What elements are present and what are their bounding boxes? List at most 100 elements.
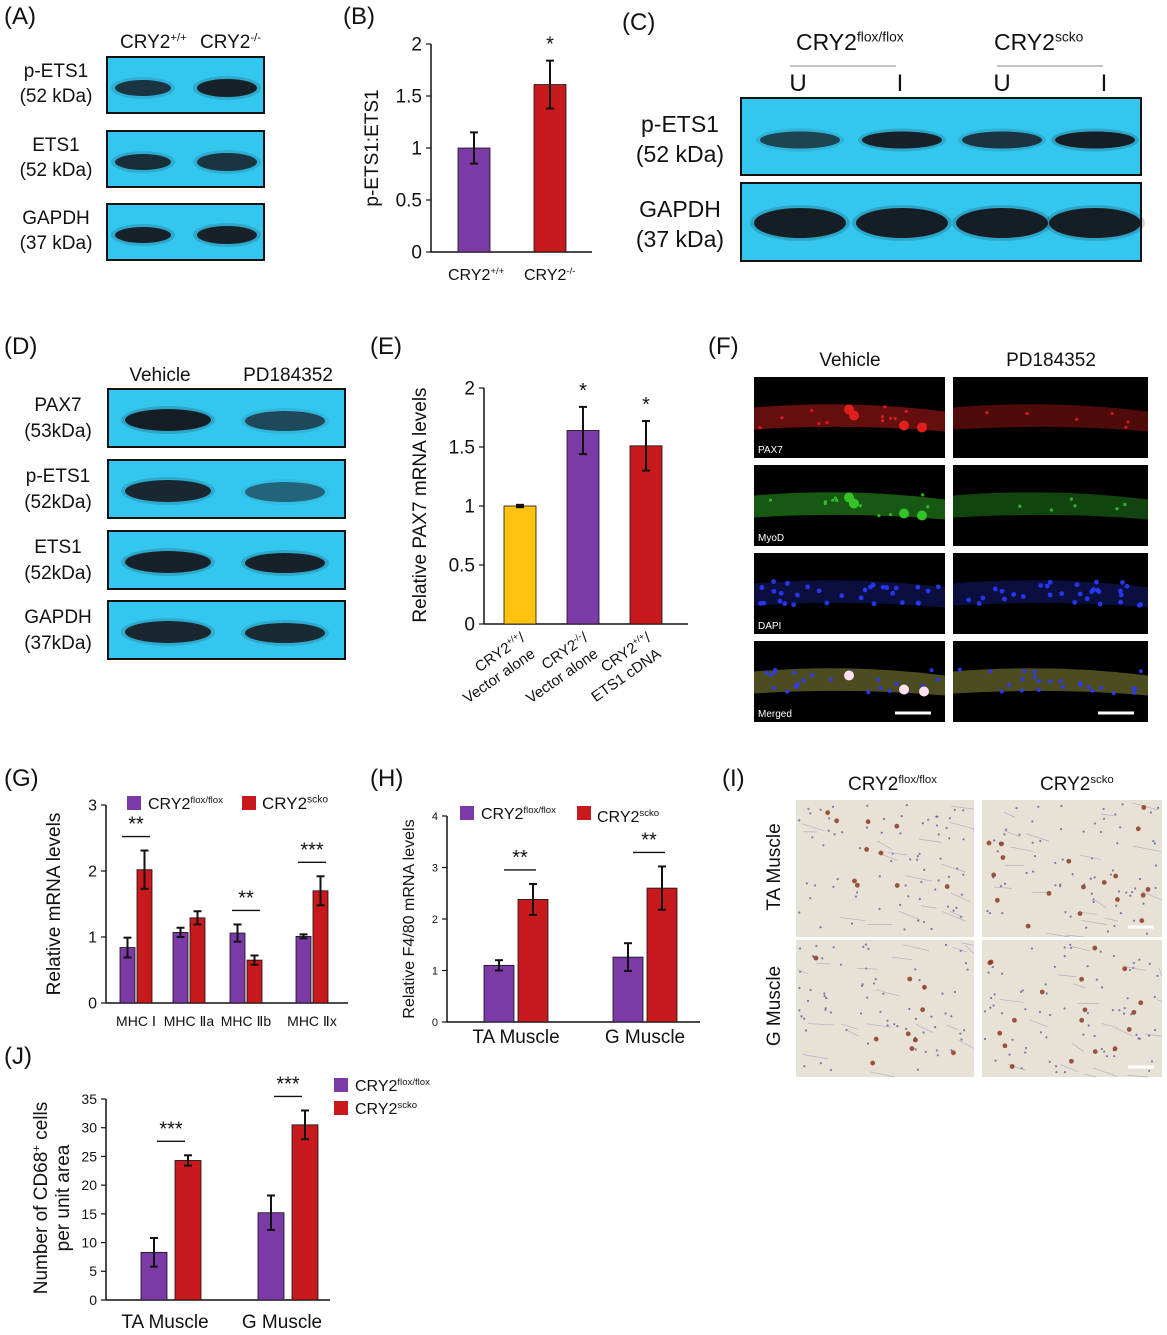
blot-row-name: ETS1 (32, 135, 80, 156)
bar (457, 147, 491, 253)
bar (517, 899, 549, 1023)
blot-band (121, 406, 215, 434)
y-tick-label: 35 (81, 1091, 97, 1107)
panel-e-letter: (E) (370, 333, 402, 360)
y-axis-label: Relative PAX7 mRNA levels (410, 387, 431, 622)
blot-band (756, 128, 844, 152)
panel-a-lane-label: CRY2-/- (200, 32, 261, 53)
y-tick-label: 3 (88, 798, 97, 815)
x-tick-label: CRY2+/+ (448, 266, 505, 284)
y-axis-label: Number of CD68+ cells (31, 1102, 52, 1295)
row-label: TA Muscle (764, 823, 785, 910)
blot-row-name: PAX7 (34, 395, 81, 416)
blot-band (1045, 205, 1145, 241)
blot-row-name: p-ETS1 (26, 466, 90, 487)
blot-row-name: GAPDH (22, 208, 90, 229)
bar (312, 890, 329, 1004)
significance-marker: * (546, 34, 554, 56)
blot-row-name: p-ETS1 (641, 111, 719, 137)
blot-band (958, 128, 1046, 152)
blot-row-name: GAPDH (639, 196, 721, 222)
y-tick-label: 20 (81, 1177, 97, 1193)
y-tick-label: 4 (432, 811, 438, 823)
panel-c-letter: (C) (622, 9, 655, 36)
panel-c-group-label: CRY2flox/flox (796, 29, 904, 55)
legend-swatch (334, 1101, 348, 1115)
blot-band (241, 620, 329, 646)
bar (229, 932, 246, 1004)
lane-label: I (897, 70, 904, 97)
y-tick-label: 1 (464, 497, 475, 518)
bar (172, 931, 189, 1004)
y-tick-label: 1 (411, 139, 422, 160)
y-axis-label: Relative F4/80 mRNA levels (401, 819, 418, 1018)
micrograph-pax7: PAX7 (754, 377, 945, 458)
blot-band (121, 477, 215, 505)
legend-label: CRY2flox/flox (355, 1077, 430, 1095)
legend-label: CRY2flox/flox (481, 805, 556, 823)
y-tick-label: 0 (89, 1292, 97, 1308)
y-tick-label: 1 (88, 930, 97, 947)
blot-row-size: (52 kDa) (636, 141, 724, 167)
y-tick-label: 2 (432, 914, 438, 926)
significance-marker: *** (159, 1118, 183, 1140)
x-tick-label: TA Muscle (121, 1312, 208, 1333)
panel-c-group-label: CRY2scko (994, 29, 1084, 55)
blot-band (193, 223, 261, 247)
y-tick-label: 0 (88, 996, 97, 1013)
bar (566, 430, 600, 625)
legend-label: CRY2scko (262, 794, 328, 813)
blot-band (111, 224, 175, 246)
legend-label: CRY2scko (355, 1100, 417, 1118)
y-tick-label: 1 (432, 965, 438, 977)
micrograph-merged: Merged (754, 641, 945, 722)
x-tick-label: MHC Ⅱa (164, 1013, 215, 1029)
y-tick-label: 25 (81, 1148, 97, 1164)
ihc-section (796, 940, 975, 1078)
y-tick-label: 15 (81, 1206, 97, 1222)
blot-band (852, 205, 952, 241)
y-tick-label: 1.5 (396, 87, 422, 108)
micrograph-dapi: DAPI (754, 553, 945, 634)
column-label: CRY2flox/flox (848, 774, 937, 795)
x-tick-label: G Muscle (605, 1027, 685, 1048)
y-tick-label: 0.5 (449, 556, 475, 577)
blot-band (1051, 128, 1139, 152)
blot-band (193, 150, 261, 174)
panel-c: (C) CRY2flox/flox CRY2scko U I U Ip-ETS1 (52 kD… (622, 9, 1145, 262)
y-tick-label: 10 (81, 1234, 97, 1250)
significance-marker: * (579, 380, 587, 402)
bar (533, 84, 567, 253)
x-tick-label: CRY2-/- (524, 266, 575, 284)
panel-h-letter: (H) (370, 765, 403, 792)
lane-label: Vehicle (129, 365, 190, 386)
panel-f: (F) Vehicle PD184352 PAX7 MyoD DAPI Merged (708, 333, 1148, 722)
micrograph-label: PAX7 (758, 445, 783, 456)
blot-band (111, 77, 175, 99)
significance-marker: *** (300, 839, 324, 861)
x-tick-label: TA Muscle (472, 1027, 559, 1048)
y-tick-label: 2 (464, 379, 475, 400)
panel-d-letter: (D) (4, 333, 37, 360)
significance-marker: * (642, 394, 650, 416)
micrograph-myod (953, 465, 1148, 546)
legend-label: CRY2scko (597, 808, 659, 826)
bar (295, 935, 312, 1004)
column-label: PD184352 (1006, 350, 1096, 371)
blot-band (241, 408, 329, 434)
blot-row-name: ETS1 (34, 537, 82, 558)
significance-marker: ** (128, 814, 144, 836)
x-tick-label: G Muscle (242, 1312, 322, 1333)
panel-g-letter: (G) (4, 765, 39, 792)
lane-label: PD184352 (243, 365, 333, 386)
bar (189, 917, 206, 1004)
panel-h: (H) 0 1 2 3 4 Relative F4/80 mRNA levels CRY2fl… (370, 765, 700, 1048)
blot-band (121, 548, 215, 576)
y-tick-label: 0 (464, 615, 475, 636)
bar (246, 959, 263, 1004)
column-label: CRY2scko (1040, 774, 1114, 795)
blot-band (750, 205, 850, 241)
lane-label: U (789, 70, 806, 97)
legend-label: CRY2flox/flox (148, 795, 223, 813)
